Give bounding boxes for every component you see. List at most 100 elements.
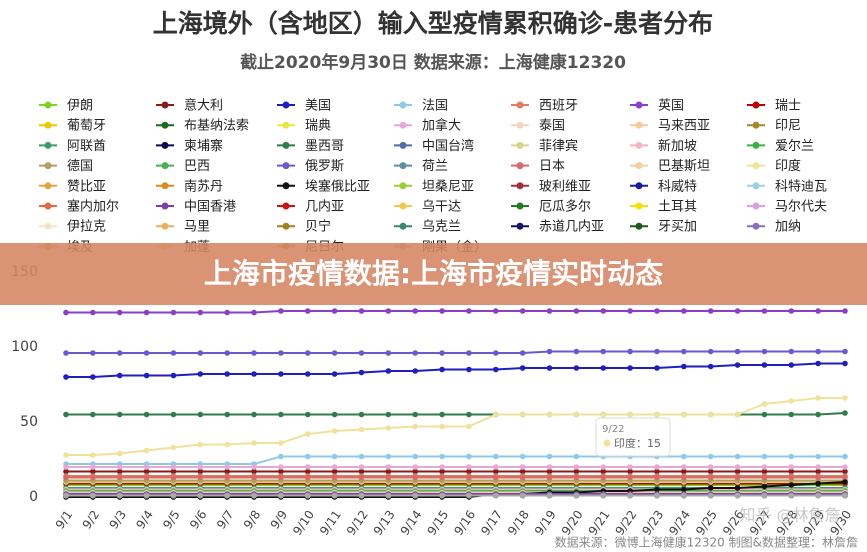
legend-label: 玻利维亚 <box>539 179 591 194</box>
data-point <box>600 464 607 470</box>
plot-area: 0501001509/19/29/39/49/59/69/79/89/99/10… <box>11 264 854 538</box>
data-point <box>439 492 445 499</box>
x-tick-label: 9/4 <box>133 508 156 532</box>
data-point <box>492 474 499 481</box>
data-point <box>143 464 150 470</box>
data-point <box>278 308 284 314</box>
legend-marker <box>44 121 52 129</box>
tooltip-title: 9/22 <box>602 424 624 435</box>
legend-marker <box>635 222 643 230</box>
data-point <box>492 453 499 460</box>
data-point <box>681 411 687 418</box>
legend-label: 乌克兰 <box>422 219 461 235</box>
legend-label: 葡萄牙 <box>67 119 106 134</box>
legend-label: 瑞士 <box>775 99 801 114</box>
data-point <box>143 492 150 499</box>
legend-marker <box>635 202 643 210</box>
legend-marker <box>161 162 169 170</box>
tooltip-marker <box>603 439 611 447</box>
data-point <box>197 492 204 499</box>
data-point <box>815 468 821 475</box>
data-point <box>815 411 821 418</box>
x-tick-label: 9/20 <box>559 508 586 538</box>
data-point <box>170 492 177 499</box>
data-point <box>654 486 660 493</box>
data-point <box>90 309 96 316</box>
data-point <box>815 348 821 355</box>
data-point <box>654 474 660 481</box>
tooltip-box <box>595 417 671 457</box>
data-point <box>734 464 741 470</box>
series-line <box>66 481 846 498</box>
data-point <box>815 453 821 460</box>
data-point <box>681 492 687 499</box>
legend-marker <box>399 121 407 129</box>
data-point <box>627 365 633 371</box>
data-point <box>63 350 69 356</box>
data-point <box>278 492 284 499</box>
data-point <box>654 365 660 371</box>
legend-marker <box>635 121 643 129</box>
source-note: 数据来源：微博上海健康12320 制图&数据整理：林詹詹 <box>555 535 858 550</box>
x-tick-label: 9/13 <box>371 508 398 538</box>
tooltip-text: 印度：15 <box>614 436 661 450</box>
data-point <box>63 411 69 418</box>
data-point <box>304 371 311 377</box>
data-point <box>197 371 204 377</box>
data-point <box>681 348 687 355</box>
data-point <box>492 492 499 499</box>
data-point <box>197 474 204 481</box>
data-point <box>734 492 741 499</box>
data-point <box>466 423 472 430</box>
data-point <box>63 492 69 499</box>
legend-label: 中国台湾 <box>422 138 474 154</box>
data-point <box>385 453 392 460</box>
data-point <box>197 441 204 448</box>
legend-label: 德国 <box>67 159 93 174</box>
data-point <box>573 468 580 475</box>
data-point <box>546 468 553 475</box>
data-point <box>761 362 768 368</box>
data-point <box>224 350 230 356</box>
series-line <box>66 310 845 314</box>
legend-marker <box>282 222 290 230</box>
y-tick-label: 50 <box>20 414 38 430</box>
x-tick-label: 9/25 <box>693 508 720 538</box>
data-point <box>439 411 445 418</box>
x-tick-label: 9/14 <box>398 508 425 538</box>
data-point <box>170 411 177 418</box>
data-point <box>842 410 848 416</box>
data-point <box>815 360 821 367</box>
data-point <box>116 464 123 470</box>
data-point <box>278 468 284 475</box>
data-point <box>815 308 821 314</box>
data-point <box>63 374 69 380</box>
data-point <box>385 350 392 356</box>
data-point <box>90 411 96 418</box>
legend-marker <box>752 162 760 170</box>
data-point <box>573 492 580 499</box>
data-point <box>278 350 284 356</box>
data-point <box>412 423 419 430</box>
legend-marker <box>635 162 643 170</box>
data-point <box>627 464 633 470</box>
data-point <box>170 350 177 356</box>
x-tick-label: 9/17 <box>478 508 505 538</box>
data-point <box>63 452 69 458</box>
data-point <box>546 453 553 460</box>
legend-marker <box>399 182 407 190</box>
data-point <box>842 464 848 470</box>
legend-marker <box>161 101 169 109</box>
legend-label: 土耳其 <box>658 200 697 215</box>
data-point <box>170 309 177 316</box>
data-point <box>761 453 768 460</box>
data-point <box>331 468 338 475</box>
data-point <box>788 411 795 418</box>
data-point <box>842 360 848 367</box>
x-tick-label: 9/6 <box>187 508 210 532</box>
data-point <box>600 492 607 499</box>
legend-marker <box>161 121 169 129</box>
data-point <box>466 464 472 470</box>
data-point <box>439 468 445 475</box>
